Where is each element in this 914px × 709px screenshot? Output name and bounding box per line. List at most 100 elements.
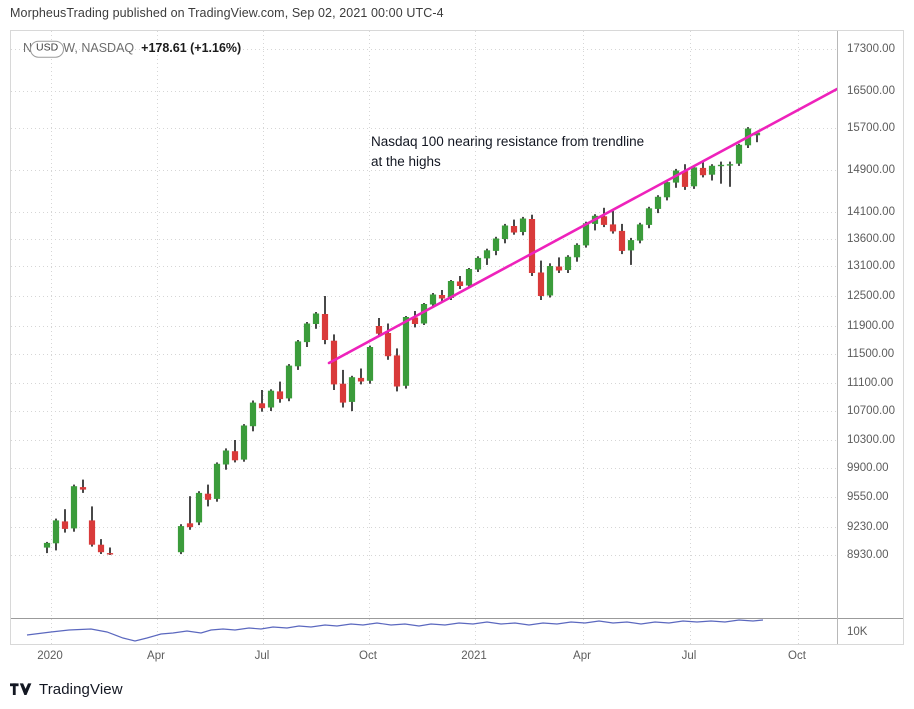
comparison-line bbox=[26, 619, 764, 642]
candle bbox=[106, 547, 114, 555]
candle bbox=[681, 164, 689, 190]
time-axis-label-2021: 2021 bbox=[461, 650, 487, 662]
price-axis-label-10700-00: 10700.00 bbox=[847, 405, 895, 417]
chart-annotation-text[interactable]: Nasdaq 100 nearing resistance from trend… bbox=[371, 132, 644, 171]
pane-separator bbox=[11, 618, 903, 619]
candle bbox=[402, 316, 410, 389]
price-axis-label-14100-00: 14100.00 bbox=[847, 206, 895, 218]
candle bbox=[312, 312, 320, 329]
gridline-v-Jul bbox=[263, 31, 264, 618]
price-axis-label-9230-00: 9230.00 bbox=[847, 521, 889, 533]
gridline-v-Apr bbox=[157, 31, 158, 618]
gridline-h-11100 bbox=[11, 383, 837, 384]
candle bbox=[213, 462, 221, 502]
candle bbox=[708, 164, 716, 181]
gridline-v-sub-Apr bbox=[157, 619, 158, 644]
chart-frame[interactable]: NDX, 1W, NASDAQ +178.61 (+1.16%) Nasdaq … bbox=[10, 30, 904, 645]
candle bbox=[79, 479, 87, 493]
gridline-h-14900 bbox=[11, 170, 837, 171]
time-axis[interactable]: 2020 Apr Jul Oct 2021 Apr Jul Oct bbox=[10, 646, 904, 670]
candle bbox=[186, 496, 194, 530]
time-axis-label-Apr: Apr bbox=[573, 650, 591, 662]
legend-change: +178.61 (+1.16%) bbox=[141, 41, 242, 55]
gridline-h-14100 bbox=[11, 212, 837, 213]
lower-pane-axis-label: 10K bbox=[847, 626, 868, 638]
price-axis-label-9550-00: 9550.00 bbox=[847, 491, 889, 503]
gridline-h-10300 bbox=[11, 440, 837, 441]
candle bbox=[483, 248, 491, 265]
gridline-v-Apr bbox=[583, 31, 584, 618]
candle bbox=[582, 221, 590, 248]
candle bbox=[717, 161, 725, 184]
price-axis-label-14900-00: 14900.00 bbox=[847, 164, 895, 176]
price-axis-label-13100-00: 13100.00 bbox=[847, 260, 895, 272]
candle bbox=[519, 216, 527, 236]
lower-pane-axis[interactable]: 10K bbox=[838, 619, 903, 644]
candlestick-series bbox=[43, 127, 761, 555]
candle bbox=[258, 390, 266, 412]
price-axis[interactable]: 17300.00 16500.00 15700.00 14900.00 14100.00… bbox=[838, 31, 903, 618]
candle bbox=[303, 322, 311, 347]
candle bbox=[609, 210, 617, 234]
candle bbox=[474, 256, 482, 272]
candle bbox=[726, 161, 734, 187]
candle bbox=[654, 195, 662, 214]
price-axis-label-8930-00: 8930.00 bbox=[847, 549, 889, 561]
candle bbox=[447, 280, 455, 300]
candle bbox=[492, 236, 500, 256]
candle bbox=[690, 165, 698, 189]
candle bbox=[411, 311, 419, 328]
gridline-h-16500 bbox=[11, 91, 837, 92]
price-pane[interactable]: NDX, 1W, NASDAQ +178.61 (+1.16%) Nasdaq … bbox=[11, 31, 837, 618]
price-axis-label-11500-00: 11500.00 bbox=[847, 348, 895, 360]
candle bbox=[384, 323, 392, 360]
candle bbox=[600, 207, 608, 228]
price-axis-label-9900-00: 9900.00 bbox=[847, 462, 889, 474]
candle bbox=[618, 223, 626, 255]
lower-pane[interactable] bbox=[11, 619, 837, 644]
candle bbox=[231, 440, 239, 463]
candle bbox=[438, 290, 446, 301]
gridline-h-13600 bbox=[11, 239, 837, 240]
time-axis-label-Jul: Jul bbox=[254, 650, 270, 662]
trendline-overlay[interactable] bbox=[11, 31, 837, 618]
candle bbox=[177, 524, 185, 555]
candle bbox=[195, 491, 203, 526]
candle bbox=[267, 389, 275, 411]
gridline-v-sub-Jul bbox=[263, 619, 264, 644]
price-axis-separator bbox=[837, 31, 838, 644]
tradingview-footer[interactable]: TradingView bbox=[10, 681, 123, 698]
gridline-h-13100 bbox=[11, 266, 837, 267]
gridline-h-9900 bbox=[11, 468, 837, 469]
candle bbox=[357, 368, 365, 385]
resistance-trendline[interactable] bbox=[327, 87, 837, 365]
comparison-line-series bbox=[26, 619, 764, 642]
gridline-h-10700 bbox=[11, 411, 837, 412]
time-axis-label-Jul: Jul bbox=[681, 650, 697, 662]
candle bbox=[537, 260, 545, 300]
candle bbox=[663, 180, 671, 201]
tradingview-wordmark: TradingView bbox=[39, 681, 123, 698]
gridline-v-2021 bbox=[475, 31, 476, 618]
candle bbox=[240, 424, 248, 462]
candle bbox=[555, 257, 563, 273]
candle bbox=[70, 484, 78, 532]
gridline-h-17300 bbox=[11, 49, 837, 50]
candle bbox=[204, 484, 212, 507]
currency-badge[interactable]: USD bbox=[30, 40, 65, 58]
candle bbox=[645, 206, 653, 229]
candle bbox=[249, 400, 257, 432]
candle bbox=[393, 348, 401, 392]
candle bbox=[564, 255, 572, 273]
candle bbox=[375, 318, 383, 336]
price-axis-label-13600-00: 13600.00 bbox=[847, 233, 895, 245]
price-axis-label-11900-00: 11900.00 bbox=[847, 320, 895, 332]
candle bbox=[294, 340, 302, 370]
gridline-h-9230 bbox=[11, 527, 837, 528]
candle bbox=[222, 448, 230, 470]
gridline-h-15700 bbox=[11, 128, 837, 129]
candle bbox=[330, 334, 338, 390]
time-axis-label-2020: 2020 bbox=[37, 650, 63, 662]
candle bbox=[429, 293, 437, 308]
